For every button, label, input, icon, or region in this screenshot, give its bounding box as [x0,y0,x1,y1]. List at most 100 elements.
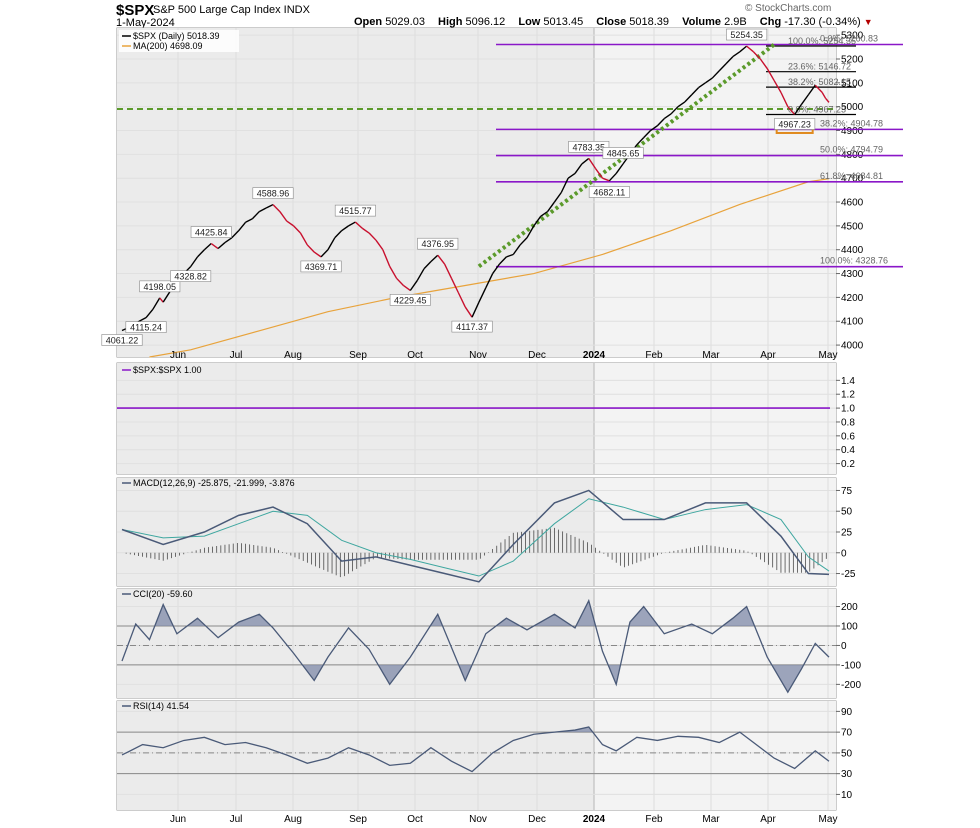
price-ytick-label: 4300 [841,269,864,280]
peak-label-box [774,118,816,130]
cci-shade-2024 [594,589,836,698]
price-segment [553,192,562,203]
legend-cci: CCI(20) -59.60 [133,589,193,599]
price-segment [190,256,199,268]
price-ytick-label: 4700 [841,174,864,185]
bottom-xtick-label: Jun [170,814,186,825]
price-ytick-label: 5300 [841,31,864,42]
price-segment [814,84,823,93]
cci-ytick-label: -200 [841,680,861,691]
peak-label-box [334,204,376,217]
price-segment [437,254,446,265]
price-segment [450,278,459,293]
peak-label: 5254.35 [730,30,763,40]
price-segment [636,137,645,146]
price-segment [773,80,782,93]
ratio-ytick-label: 0.2 [841,459,855,470]
price-segment [608,172,617,182]
price-ytick-label: 5100 [841,78,864,89]
rsi-line [121,726,830,773]
price-segment [588,158,597,170]
peak-label: 4115.24 [130,323,162,333]
price-segment [145,308,154,319]
fib-small-label: 0.0%: 4967.23 [788,104,846,114]
bottom-xtick-label: Sep [349,814,367,825]
ratio-ytick-label: 1.0 [841,404,855,415]
bottom-xtick-label: Apr [760,814,776,825]
price-segment [526,225,535,239]
price-segment [643,130,652,139]
price-segment [159,297,164,303]
price-segment [485,273,494,289]
open-label: Open [354,16,383,28]
bottom-xtick-label: Dec [528,814,546,825]
price-shade-2023 [117,28,594,357]
price-segment [759,58,768,69]
price-segment [138,317,147,322]
macd-line [121,489,830,583]
cci-overbought-fill [122,600,829,626]
bottom-xtick-label: Mar [702,814,720,825]
price-ytick-label: 4400 [841,245,864,256]
price-segment [595,168,604,179]
price-segment [320,249,329,258]
fib-small-label: 38.2%: 5082.15 [788,77,851,87]
peak-label: 4328.82 [174,272,207,282]
price-segment [203,242,212,251]
price-segment [423,261,432,270]
price-segment [348,221,356,227]
price-segment [807,84,816,96]
legend-macd: MACD(12,26,9) -25.875, -21.999, -3.876 [133,478,295,488]
price-segment [825,97,830,103]
peak-label: 4588.96 [257,189,290,199]
price-segment [581,157,590,165]
xtick-label: Aug [284,350,302,361]
xtick-label: Feb [645,350,663,361]
ratio-ytick-label: 1.4 [841,376,855,387]
fib-small-label: 23.6%: 5146.72 [788,62,851,72]
peak-label: 4845.65 [607,148,640,158]
xtick-label: Dec [528,350,546,361]
rsi-panel: 10 30 50 70 90 RSI(14) 41.54 [116,700,853,811]
price-segment [677,101,686,108]
open-value: 5029.03 [385,16,425,28]
price-segment [368,232,377,241]
bottom-xtick-label: Aug [284,814,302,825]
cci-shade-2023 [117,589,594,698]
price-segment [375,239,384,251]
price-segment [656,118,665,127]
price-segment [238,221,247,232]
rsi-ytick-label: 70 [841,728,853,739]
rsi-shade-2024 [594,701,836,810]
price-segment [670,106,679,115]
peak-label: 4425.84 [195,228,228,238]
price-segment [327,237,336,251]
price-segment [443,263,453,279]
ratio-ytick-label: 0.4 [841,445,855,456]
price-segment [560,177,569,193]
price-segment [313,251,322,258]
peak-label-box [602,147,644,159]
price-segment [800,94,809,105]
price-ytick-label: 4100 [841,317,864,328]
xtick-label: Mar [702,350,720,361]
down-arrow-icon: ▼ [863,17,873,27]
price-segment [615,163,624,174]
price-ytick-label: 4500 [841,221,864,232]
peak-label: 4061.22 [106,335,139,345]
xtick-label: Sep [349,350,367,361]
peak-label: 4682.11 [593,187,625,197]
xtick-label: 2024 [583,350,606,361]
ratio-shade-2024 [594,363,836,474]
bottom-xtick-label: Jul [230,814,243,825]
price-segment [492,263,501,274]
price-panel: 4000410042004300440045004600470048004900… [101,27,903,361]
cci-ytick-label: -100 [841,660,861,671]
trend-line [477,43,776,269]
fib-label: 50.0%: 4794.79 [820,145,883,155]
peak-label: 4376.95 [421,239,454,249]
peak-label: 4117.37 [456,322,488,332]
legend-ma: MA(200) 4698.09 [133,41,203,51]
price-segment [389,266,398,279]
